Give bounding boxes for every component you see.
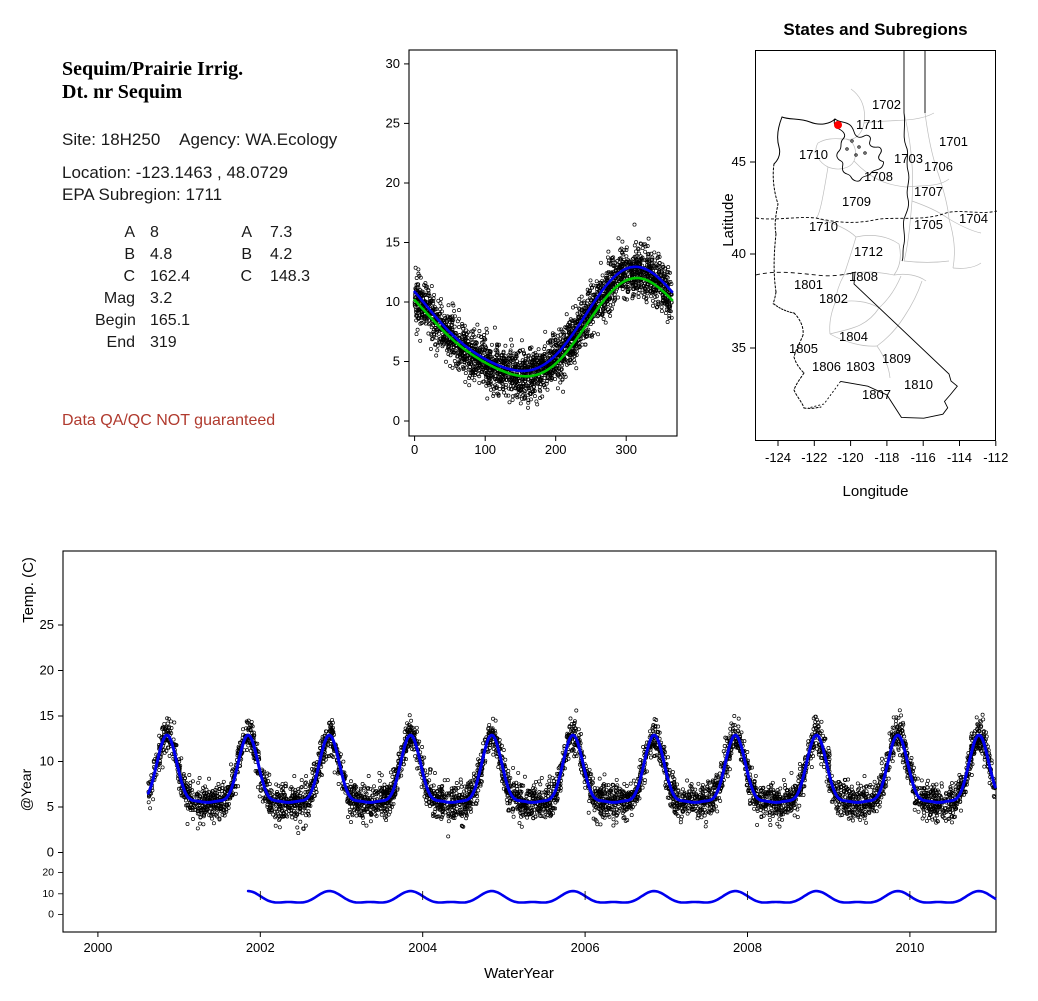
svg-text:2002: 2002 [246,940,275,955]
svg-text:20: 20 [40,663,54,678]
svg-text:0: 0 [47,845,54,860]
svg-text:2010: 2010 [895,940,924,955]
svg-text:25: 25 [40,617,54,632]
svg-text:10: 10 [42,888,54,900]
svg-text:15: 15 [40,708,54,723]
svg-text:2008: 2008 [733,940,762,955]
svg-text:2004: 2004 [408,940,437,955]
svg-text:2000: 2000 [83,940,112,955]
svg-text:5: 5 [47,799,54,814]
svg-text:20: 20 [42,866,54,878]
svg-text:0: 0 [48,908,54,920]
svg-text:10: 10 [40,754,54,769]
svg-text:2006: 2006 [571,940,600,955]
